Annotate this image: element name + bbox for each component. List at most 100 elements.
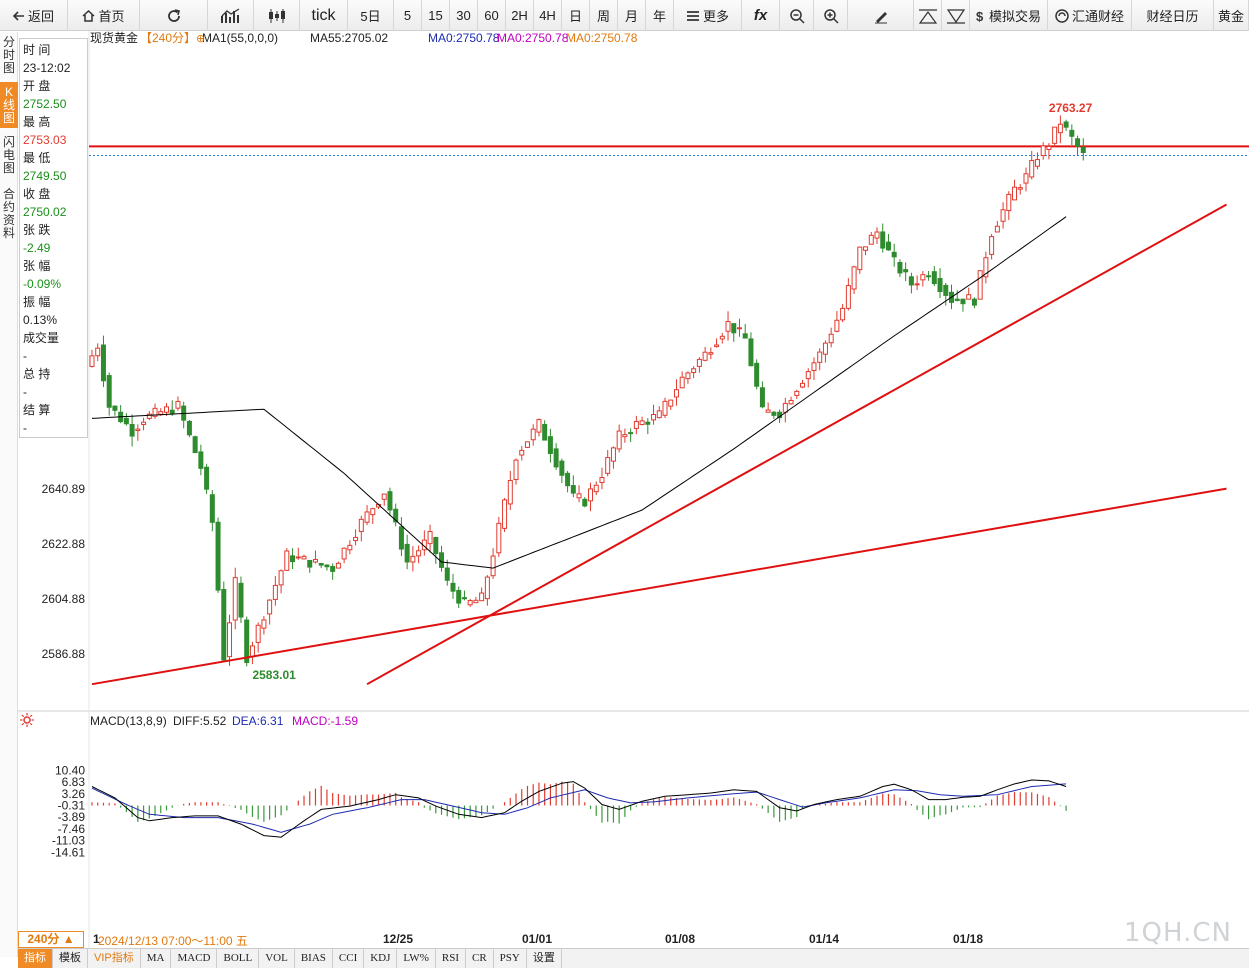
candle-body <box>255 624 261 643</box>
macd-legend-item: MACD(13,8,9) <box>90 714 167 728</box>
indicator-tab-RSI[interactable]: RSI <box>436 949 466 968</box>
indicator-tab-VIP指标[interactable]: VIP指标 <box>88 949 141 968</box>
candle-body <box>169 409 175 414</box>
calendar-button[interactable]: 财经日历 <box>1132 0 1214 31</box>
gold-button[interactable]: 黄金 <box>1214 0 1249 31</box>
candle-body <box>146 413 152 419</box>
period-5日[interactable]: 5日 <box>348 0 394 31</box>
x-tick-label: 01/18 <box>953 932 983 946</box>
candle-body <box>1006 193 1012 212</box>
period-周-label: 周 <box>596 9 610 24</box>
candle-body <box>582 498 588 507</box>
candle-body <box>364 511 370 523</box>
candle-body <box>553 448 559 468</box>
candle-body <box>1063 121 1069 128</box>
candle-body <box>335 562 341 569</box>
sidebar-tab-1[interactable]: K 线 图 <box>0 82 18 128</box>
indicator-tabs: 指标 模板 VIP指标 MA MACD BOLL VOL BIAS CCI KDJ LW% RSI CR… <box>18 948 1249 968</box>
candle-body <box>347 544 353 551</box>
sim-trade-button[interactable]: $ 模拟交易 <box>970 0 1048 31</box>
period-2H[interactable]: 2H <box>506 0 534 31</box>
period-日-label: 日 <box>568 9 582 24</box>
period-tick-label: tick <box>311 6 336 24</box>
candle-body <box>106 375 112 408</box>
candle-body <box>507 479 513 505</box>
indicator-tab-设置[interactable]: 设置 <box>527 949 562 968</box>
chart-area[interactable]: 现货黄金 【240分】 MA1(55,0,0,0) MA55:2705.02 MA0:2… <box>0 31 1249 948</box>
indicator-tab-KDJ[interactable]: KDJ <box>364 949 398 968</box>
candle-body <box>559 460 565 476</box>
candle-body <box>874 231 880 239</box>
back-button[interactable]: 返回 <box>0 0 68 31</box>
candle-body <box>232 577 238 621</box>
candle-body <box>570 485 576 494</box>
period-日[interactable]: 日 <box>562 0 590 31</box>
macd-settings-icon[interactable] <box>20 713 34 730</box>
indicator-tab-MACD[interactable]: MACD <box>171 949 218 968</box>
period-30[interactable]: 30 <box>450 0 478 31</box>
trend-line-2[interactable] <box>366 203 1228 686</box>
sidebar-tab-2[interactable]: 闪 电 图 <box>2 135 15 175</box>
candle-body <box>966 294 972 300</box>
period-2H-label: 2H <box>511 8 528 23</box>
indicator-tab-PSY[interactable]: PSY <box>494 949 527 968</box>
zoomin-icon <box>823 8 839 24</box>
indicator-tab-模板[interactable]: 模板 <box>53 949 88 968</box>
candle-body <box>960 298 966 305</box>
candle-body <box>679 376 685 389</box>
indicator-tab-VOL[interactable]: VOL <box>259 949 295 968</box>
period-5[interactable]: 5 <box>394 0 422 31</box>
candle-body <box>685 372 691 380</box>
sidebar-tab-3[interactable]: 合 约 资 料 <box>2 187 15 240</box>
period-月[interactable]: 月 <box>618 0 646 31</box>
draw-down-icon[interactable] <box>942 0 970 31</box>
period-周[interactable]: 周 <box>590 0 618 31</box>
candle-body <box>473 599 479 604</box>
period-60[interactable]: 60 <box>478 0 506 31</box>
candlestick-chart-icon[interactable] <box>254 0 300 31</box>
indicator-tab-指标[interactable]: 指标 <box>18 949 53 968</box>
indicator-tab-MA[interactable]: MA <box>141 949 172 968</box>
candle-body <box>673 389 679 398</box>
macd-histogram <box>91 781 1067 824</box>
candle-body <box>307 559 313 568</box>
zoom-in-icon[interactable] <box>814 0 848 31</box>
legend-item: 【240分】 <box>140 31 196 45</box>
period-selector[interactable]: 240分 ▲ <box>18 931 84 948</box>
refresh-icon[interactable] <box>140 0 208 31</box>
period-4H[interactable]: 4H <box>534 0 562 31</box>
macd-y-tick-label: 3.26 <box>62 787 86 801</box>
info-value: -2.49 <box>23 241 51 255</box>
candle-body <box>318 562 324 566</box>
more-button[interactable]: 更多 <box>674 0 742 31</box>
candle-body <box>691 368 697 374</box>
indicator-tab-LW%[interactable]: LW% <box>397 949 436 968</box>
indicator-tab-BIAS[interactable]: BIAS <box>295 949 333 968</box>
fx-button[interactable]: fx <box>742 0 780 31</box>
diff-line <box>91 779 1067 838</box>
timeshare-chart-icon[interactable] <box>208 0 254 31</box>
period-tick[interactable]: tick <box>300 0 348 31</box>
huitong-button[interactable]: 汇通财经 <box>1048 0 1132 31</box>
trend-line-1[interactable] <box>91 487 1227 686</box>
sidebar-tab-0[interactable]: 分 时 图 <box>2 35 15 75</box>
indicator-tab-CR[interactable]: CR <box>466 949 494 968</box>
indicator-tab-CCI[interactable]: CCI <box>333 949 365 968</box>
candle-body <box>330 566 336 572</box>
candle-body <box>467 600 473 606</box>
candle-body <box>204 466 210 490</box>
candle-body <box>324 564 330 568</box>
zoom-out-icon[interactable] <box>780 0 814 31</box>
low-label: 2583.01 <box>252 668 296 682</box>
legend-settings-icon[interactable]: ⊕ <box>196 33 205 45</box>
draw-up-icon[interactable] <box>914 0 942 31</box>
indicator-tab-BOLL[interactable]: BOLL <box>217 949 260 968</box>
period-年[interactable]: 年 <box>646 0 674 31</box>
draw-pen-icon[interactable] <box>848 0 914 31</box>
x-tick-label: 12/25 <box>383 932 413 946</box>
macd-legend-item: DIFF:5.52 <box>173 714 227 728</box>
home-button[interactable]: 首页 <box>68 0 140 31</box>
candle-body <box>788 399 794 405</box>
period-15[interactable]: 15 <box>422 0 450 31</box>
candle-body <box>284 550 290 571</box>
